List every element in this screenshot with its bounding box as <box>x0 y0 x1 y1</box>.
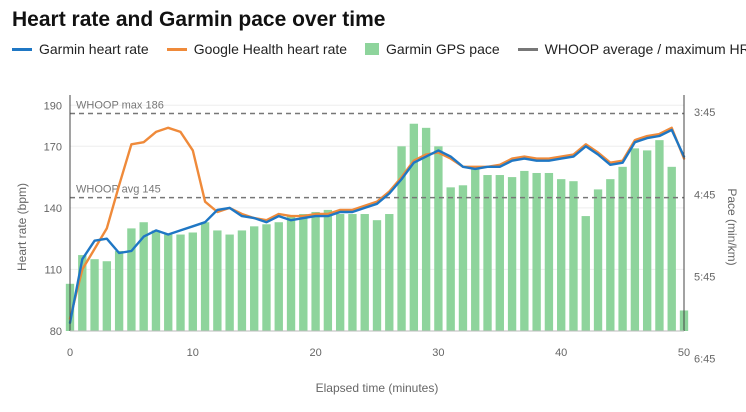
pace-bar <box>299 214 308 331</box>
series-line <box>68 126 686 320</box>
axes <box>69 95 685 332</box>
pace-bar <box>139 222 148 331</box>
series-line <box>68 128 686 324</box>
x-tick-label: 20 <box>309 347 321 359</box>
pace-bar <box>655 140 664 331</box>
pace-bar <box>274 222 283 331</box>
y-tick-left-label: 80 <box>50 326 62 338</box>
pace-bar <box>409 123 419 331</box>
pace-bar <box>667 166 676 331</box>
pace-bar <box>630 148 640 331</box>
legend-swatch-google-hr <box>166 47 187 51</box>
y-axis-right-label: Pace (min/km) <box>725 188 739 265</box>
pace-bar <box>544 172 554 331</box>
pace-bar <box>446 187 455 331</box>
y-tick-left-label: 110 <box>44 264 62 276</box>
pace-bar <box>213 230 222 331</box>
chart-title: Heart rate and Garmin pace over time <box>12 8 386 31</box>
pace-bar <box>286 216 296 331</box>
pace-bar <box>471 166 480 331</box>
pace-bar <box>225 234 234 331</box>
pace-bar <box>557 179 566 331</box>
pace-bar <box>532 172 541 331</box>
reference-label: WHOOP max 186 <box>76 99 164 111</box>
pace-bar <box>335 214 345 331</box>
pace-bar <box>385 214 394 331</box>
pace-bar <box>114 250 124 331</box>
pace-bars <box>65 123 689 332</box>
legend-item-whoop: WHOOP average / maximum HR <box>517 41 746 57</box>
y-tick-right-label: 5:45 <box>694 271 715 283</box>
pace-bar <box>372 220 382 331</box>
pace-bar <box>581 216 590 331</box>
legend-swatch-whoop <box>517 47 538 51</box>
legend: Garmin heart rate Google Health heart ra… <box>12 39 746 59</box>
legend-label-garmin-pace: Garmin GPS pace <box>386 41 500 57</box>
y-tick-right-label: 4:45 <box>694 189 715 201</box>
tick-labels: 80 110 140 170 190 3:45 4:45 5:45 6:45 0 10 20 30 40 5… <box>44 100 716 365</box>
pace-bar <box>127 228 136 331</box>
pace-bar <box>250 226 259 331</box>
x-tick-label: 10 <box>187 347 199 359</box>
pace-bar <box>90 259 99 331</box>
pace-bar <box>458 185 468 331</box>
pace-bar <box>188 232 197 331</box>
y-tick-left-label: 170 <box>44 141 62 153</box>
pace-bar <box>360 214 369 331</box>
y-tick-left-label: 140 <box>44 203 62 215</box>
x-tick-label: 40 <box>555 347 567 359</box>
pace-bar <box>483 175 492 331</box>
pace-bar <box>569 181 578 331</box>
x-axis-label: Elapsed time (minutes) <box>316 381 439 395</box>
pace-bar <box>151 230 161 331</box>
pace-bar <box>176 234 185 331</box>
legend-swatch-garmin-pace <box>365 43 380 55</box>
legend-item-google-hr: Google Health heart rate <box>166 41 348 57</box>
x-tick-label: 50 <box>678 347 690 359</box>
pace-bar <box>348 214 357 331</box>
pace-bar <box>434 146 443 331</box>
legend-label-google-hr: Google Health heart rate <box>193 41 348 57</box>
legend-item-garmin-hr: Garmin heart rate <box>12 41 149 57</box>
legend-label-whoop: WHOOP average / maximum HR <box>544 41 746 57</box>
legend-swatch-garmin-hr <box>12 47 32 51</box>
legend-item-garmin-pace: Garmin GPS pace <box>365 41 500 57</box>
pace-bar <box>507 177 517 331</box>
pace-bar <box>200 222 210 331</box>
x-tick-label: 0 <box>67 347 73 359</box>
pace-bar <box>237 230 247 331</box>
heart-rate-lines <box>68 126 686 324</box>
pace-bar <box>421 127 431 332</box>
pace-bar <box>311 211 320 331</box>
pace-bar <box>78 255 87 331</box>
x-tick-label: 30 <box>432 347 444 359</box>
legend-label-garmin-hr: Garmin heart rate <box>39 41 149 57</box>
pace-bar <box>593 189 603 331</box>
pace-bar <box>323 209 333 331</box>
pace-bar <box>642 150 652 331</box>
pace-bar <box>102 261 112 331</box>
y-tick-left-label: 190 <box>44 100 62 112</box>
pace-bar <box>520 170 529 331</box>
pace-bar <box>397 146 406 331</box>
pace-bar <box>164 234 173 331</box>
y-tick-right-label: 3:45 <box>694 107 715 119</box>
pace-bar <box>262 224 271 331</box>
pace-bar <box>618 166 627 331</box>
y-axis-left-label: Heart rate (bpm) <box>15 183 29 271</box>
pace-bar <box>495 175 504 331</box>
y-tick-right-label: 6:45 <box>694 353 715 365</box>
pace-bar <box>606 179 615 331</box>
